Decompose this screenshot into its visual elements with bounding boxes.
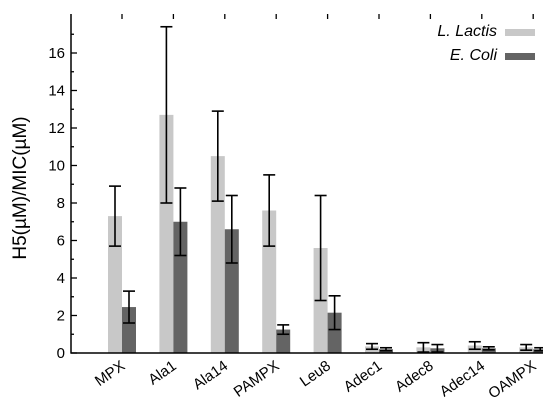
error-bar-e-coli-pampx [277, 324, 290, 336]
error-bar-e-coli-ala1 [174, 187, 187, 257]
legend-swatch-l-lactis [505, 29, 535, 36]
x-tick-label-pampx: PAMPX [231, 357, 283, 400]
x-tick-label-leu8: Leu8 [297, 357, 334, 390]
error-bar-l-lactis-pampx [263, 174, 276, 247]
y-tick-label: 6 [57, 233, 65, 250]
error-bars-layer [109, 25, 543, 353]
error-bar-l-lactis-adec1 [366, 342, 378, 351]
bar-e-coli-pampx [276, 329, 291, 353]
error-bar-l-lactis-adec14 [468, 340, 481, 351]
y-tick-label: 0 [57, 345, 65, 362]
error-bar-e-coli-leu8 [328, 295, 341, 331]
bar-l-lactis-mpx [108, 216, 122, 353]
x-tick-label-adec8: Adec8 [392, 357, 437, 395]
bars-layer [108, 114, 543, 353]
axes-layer [70, 14, 543, 354]
error-bar-e-coli-mpx [123, 290, 135, 324]
error-bar-e-coli-ala14 [225, 194, 238, 264]
x-tick-label-adec14: Adec14 [437, 357, 488, 400]
y-ticks-layer: 0 2 4 6 8 10 12 14 16 [48, 33, 77, 362]
error-bar-e-coli-adec8 [431, 343, 444, 353]
y-tick-label: 2 [57, 308, 65, 325]
error-bar-l-lactis-leu8 [314, 194, 327, 302]
y-tick-label: 14 [48, 83, 65, 100]
bar-l-lactis-ala14 [210, 156, 225, 353]
error-bar-e-coli-adec14 [482, 346, 495, 351]
error-bar-l-lactis-mpx [109, 185, 121, 247]
error-bar-e-coli-adec1 [380, 346, 392, 352]
x-tick-label-oampx: OAMPX [485, 357, 539, 402]
bar-e-coli-mpx [122, 307, 136, 353]
error-bar-l-lactis-ala14 [211, 110, 224, 202]
error-bar-l-lactis-adec8 [417, 341, 430, 353]
x-tick-label-ala1: Ala1 [145, 357, 179, 388]
error-bar-l-lactis-ala1 [160, 25, 173, 204]
x-tick-label-ala14: Ala14 [190, 357, 231, 393]
bar-e-coli-leu8 [327, 312, 342, 353]
legend-label-l-lactis: L. Lactis [437, 23, 497, 40]
y-axis-title: H5(µM)/MIC(µM) [10, 116, 31, 259]
bar-e-coli-ala1 [173, 221, 188, 353]
legend-swatch-e-coli [505, 53, 535, 60]
y-axis-title-group: H5(µM)/MIC(µM) [10, 116, 31, 259]
x-labels-layer: MPX Ala1 Ala14 PAMPX Leu8 Adec1 Adec8 Adec14OAM… [92, 357, 540, 402]
y-tick-label: 16 [48, 45, 65, 62]
y-tick-label: 10 [48, 158, 65, 175]
error-bar-l-lactis-oampx [520, 343, 533, 351]
y-tick-label: 8 [57, 195, 65, 212]
y-tick-label: 12 [48, 120, 65, 137]
x-tick-label-adec1: Adec1 [341, 357, 386, 395]
bar-l-lactis-ala1 [159, 114, 174, 353]
bar-e-coli-adec14 [481, 348, 496, 353]
bar-e-coli-ala14 [224, 229, 239, 353]
error-bar-e-coli-oampx [534, 346, 543, 352]
y-tick-label: 4 [57, 270, 65, 287]
legend-label-e-coli: E. Coli [450, 47, 498, 64]
legend: L. Lactis E. Coli [437, 23, 535, 64]
x-tick-label-mpx: MPX [92, 357, 128, 390]
